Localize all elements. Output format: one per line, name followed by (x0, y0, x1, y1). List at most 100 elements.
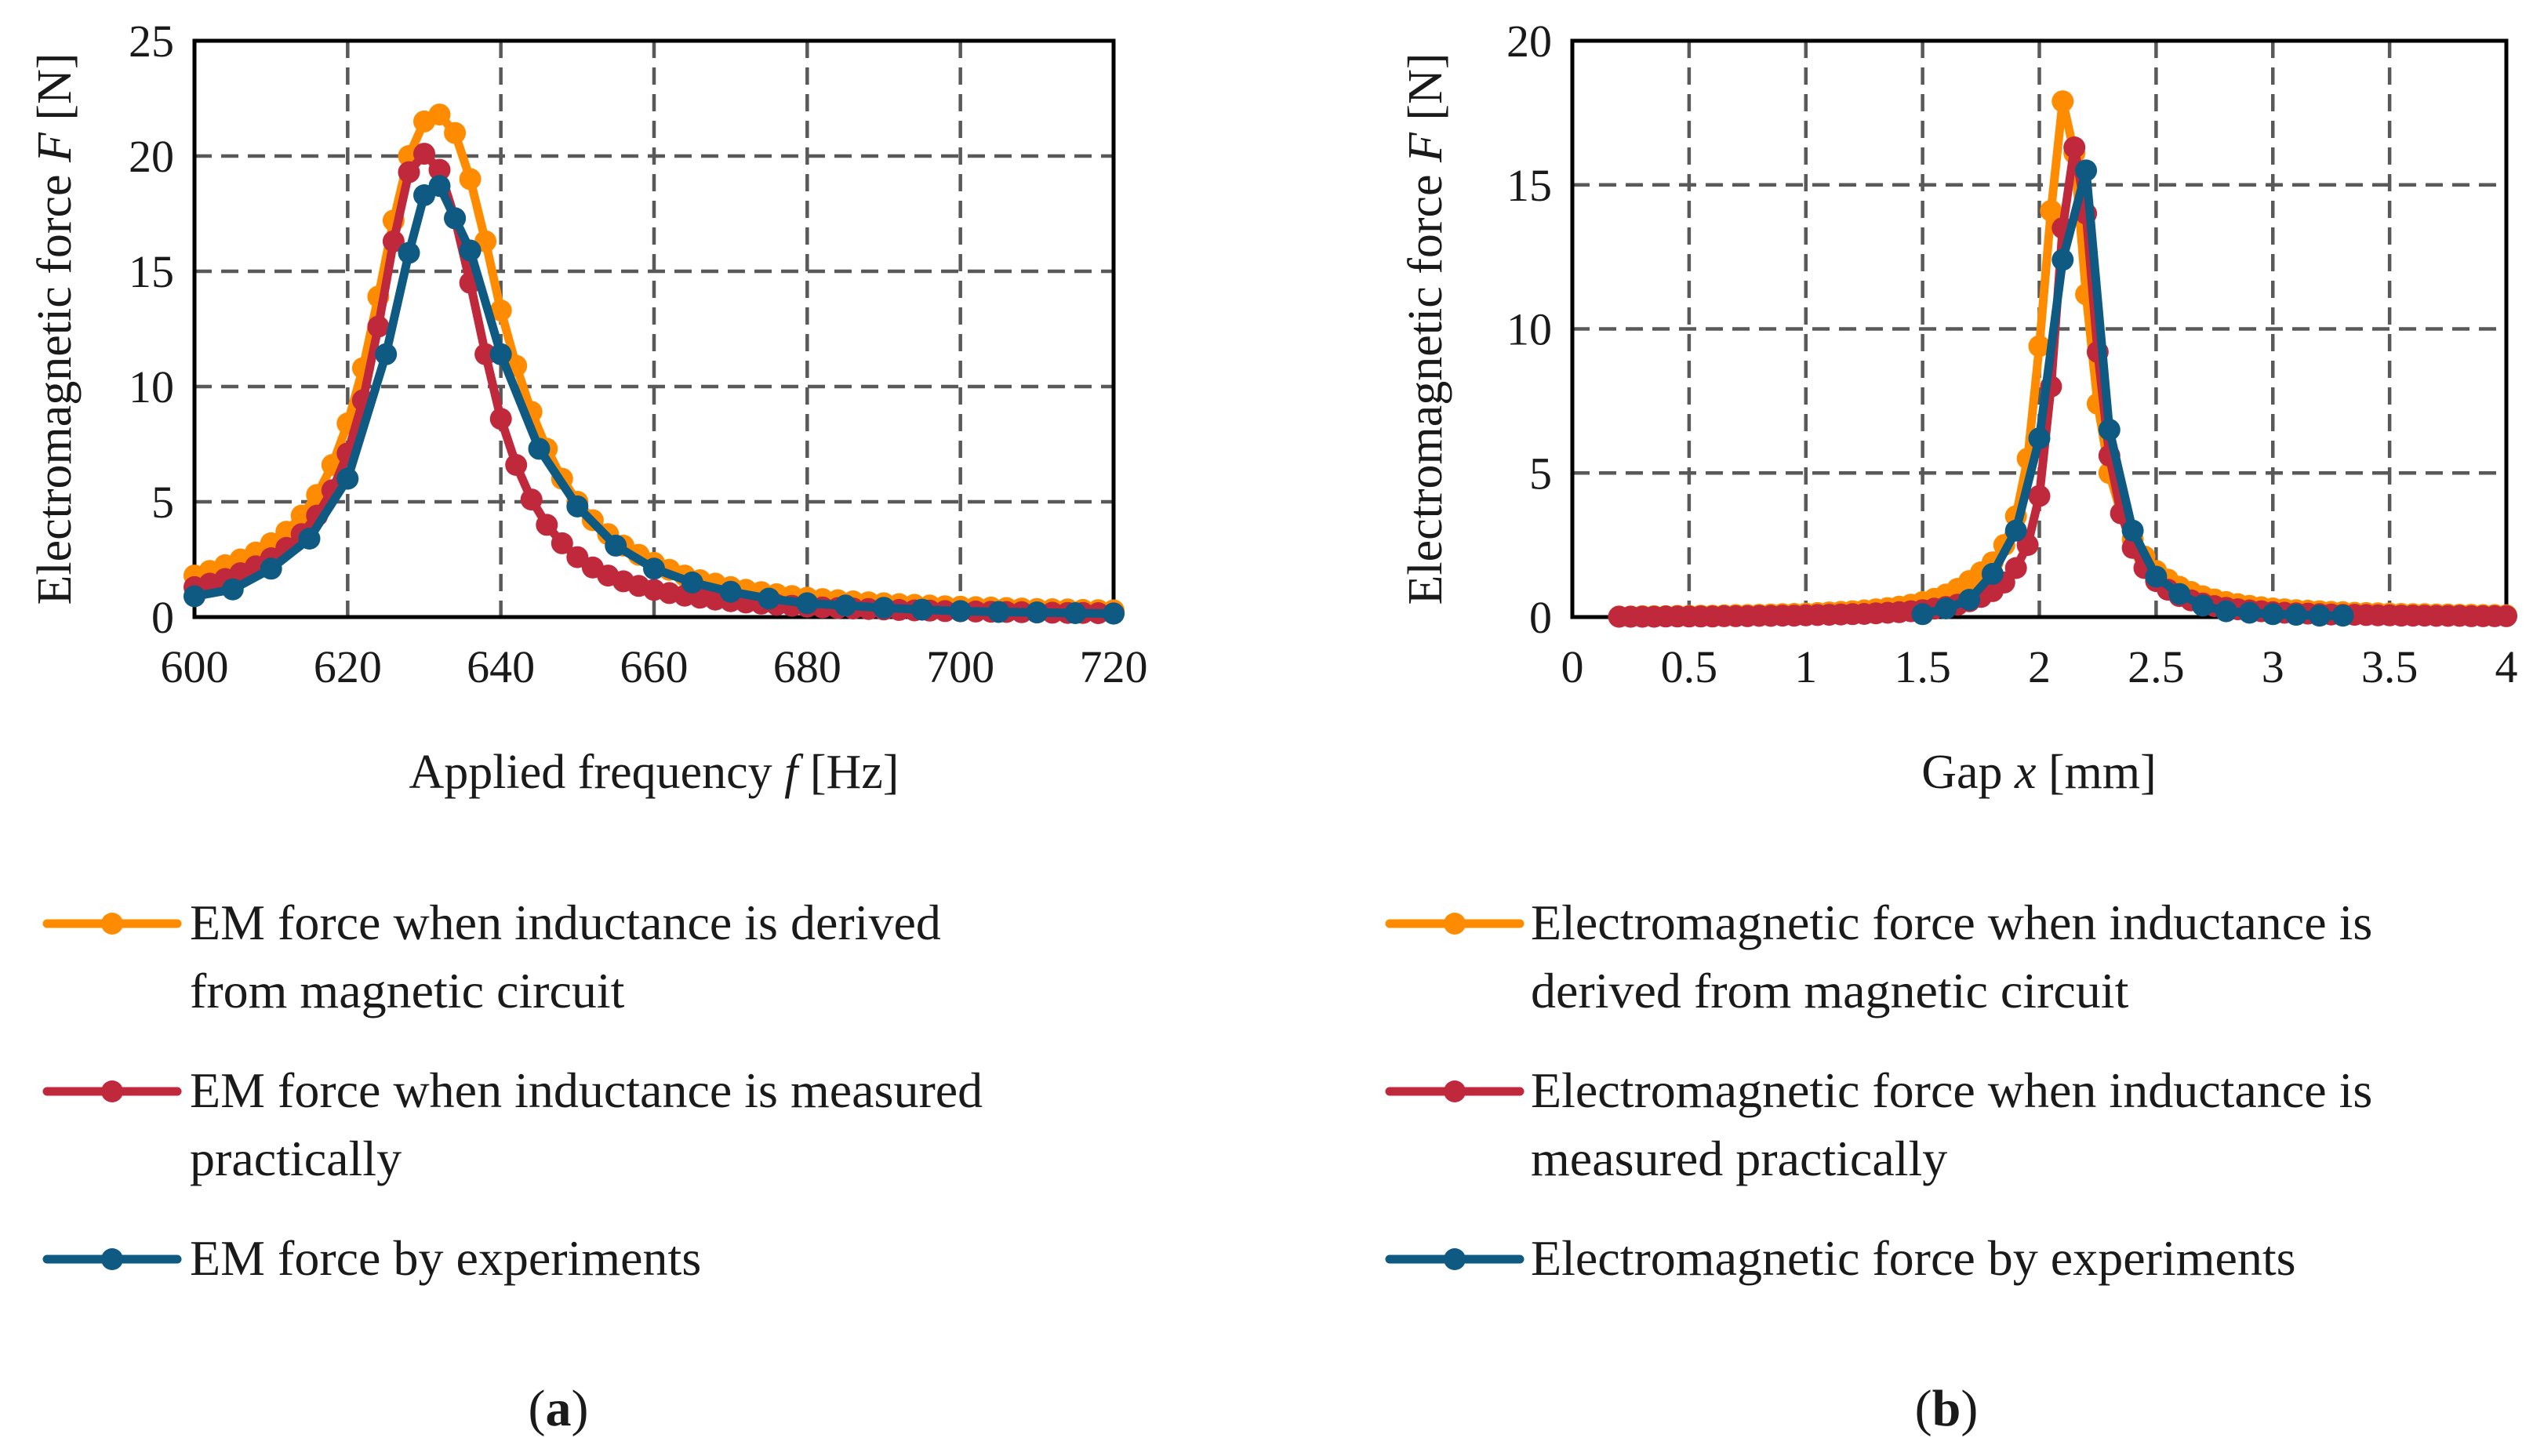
legend-label: Electromagnetic force when inductance is (1531, 895, 2372, 950)
data-point (2004, 557, 2027, 579)
x-axis-title: Applied frequency f [Hz] (409, 746, 899, 799)
y-axis-title-text: Electromagnetic force (1399, 162, 1452, 605)
legend-item: EM force by experiments (42, 1230, 701, 1286)
x-tick-label: 640 (467, 641, 535, 692)
x-tick-label: 660 (620, 641, 689, 692)
data-point (382, 230, 405, 252)
y-tick-label: 10 (1506, 304, 1552, 355)
series-derived (1608, 90, 2517, 628)
data-point (489, 343, 512, 365)
x-tick-label: 700 (926, 641, 994, 692)
legend-item: Electromagnetic force when inductance is… (1385, 895, 2372, 1018)
x-tick-label: 3 (2262, 641, 2284, 692)
legend-swatch-marker (1444, 1080, 1466, 1102)
y-tick-label: 25 (129, 16, 174, 67)
panel-label-paren: ) (572, 1380, 589, 1437)
data-point (719, 580, 742, 603)
data-point (551, 532, 573, 554)
legend-label: EM force by experiments (190, 1230, 701, 1286)
x-tick-label: 0 (1561, 641, 1584, 692)
chart-panel-a: 600 620 640 660 680 700 720 0 5 10 15 20 25 Applied f… (28, 16, 1148, 1437)
data-point (2051, 90, 2074, 113)
series-group-a (184, 103, 1125, 625)
data-point (643, 557, 665, 580)
data-point (1026, 601, 1048, 624)
series-line (190, 149, 1118, 618)
data-point (489, 300, 512, 321)
data-point (221, 578, 244, 601)
legend-swatch-marker (101, 1080, 123, 1102)
panel-label: (a) (529, 1380, 589, 1437)
legend-item: EM force when inductance is measured prac… (42, 1062, 983, 1186)
data-point (873, 597, 895, 619)
x-tick-label: 2.5 (2128, 641, 2185, 692)
data-point (1064, 602, 1087, 624)
data-point (2004, 519, 2027, 542)
x-axis-title-text: Applied frequency (409, 746, 785, 799)
x-tick-label: 4 (2495, 641, 2518, 692)
y-tick-label: 20 (129, 131, 174, 182)
data-point (260, 557, 282, 580)
data-point (2121, 519, 2144, 542)
data-point (2191, 594, 2214, 617)
data-point (2075, 159, 2098, 182)
y-tick-label: 15 (1506, 160, 1552, 211)
data-point (1935, 597, 1957, 619)
legend-label: Electromagnetic force by experiments (1531, 1230, 2296, 1286)
legend-label: EM force when inductance is derived (190, 895, 941, 950)
data-point (987, 601, 1010, 623)
data-point (1981, 562, 2004, 585)
legend-label: derived from magnetic circuit (1531, 963, 2129, 1018)
data-point (489, 408, 512, 430)
data-point (398, 241, 420, 264)
data-point (2215, 600, 2237, 623)
data-point (444, 207, 467, 230)
legend-label: EM force when inductance is measured (190, 1062, 983, 1118)
data-point (2063, 136, 2086, 158)
data-point (2238, 601, 2261, 624)
data-point (528, 438, 551, 460)
y-axis-title-text: Electromagnetic force (28, 162, 82, 605)
data-point (796, 592, 819, 615)
data-point (505, 454, 528, 476)
x-tick-label: 720 (1080, 641, 1148, 692)
data-point (428, 175, 451, 198)
data-point (520, 488, 543, 511)
data-point (758, 587, 780, 610)
data-point (1103, 602, 1125, 625)
data-point (398, 161, 420, 183)
x-tick-label: 2 (2028, 641, 2051, 692)
data-point (298, 528, 321, 550)
data-point (2028, 335, 2051, 358)
data-point (474, 343, 497, 365)
data-point (367, 315, 390, 338)
series-group-b (1608, 90, 2517, 628)
y-axis-title: Electromagnetic force F [N] (28, 53, 82, 605)
legend-b: Electromagnetic force when inductance is… (1385, 895, 2372, 1286)
data-point (2331, 605, 2354, 627)
series-line (190, 181, 1118, 619)
y-tick-label: 5 (1529, 448, 1552, 499)
data-point (566, 546, 589, 568)
legend-item: Electromagnetic force when inductance is… (1385, 1062, 2372, 1186)
x-axis-title-unit: [mm] (2037, 746, 2157, 799)
panel-label-paren: ) (1961, 1380, 1978, 1437)
data-point (1958, 589, 1981, 611)
data-point (413, 143, 435, 165)
data-point (681, 571, 703, 594)
legend-item: Electromagnetic force by experiments (1385, 1230, 2296, 1286)
x-tick-label: 600 (161, 641, 229, 692)
y-axis-title-unit: [N] (1399, 53, 1452, 133)
data-point (566, 495, 589, 517)
data-point (2285, 604, 2307, 626)
gridlines-a (194, 41, 1114, 617)
chart-panel-b: 0 0.5 1 1.5 2 2.5 3 3.5 4 0 5 10 15 20 Gap x [mm] Elect… (1385, 16, 2518, 1437)
data-point (459, 239, 482, 262)
data-point (444, 122, 467, 144)
data-point (459, 168, 482, 191)
data-point (1911, 603, 1934, 626)
legend-swatch-marker (1444, 1248, 1466, 1270)
legend-item: EM force when inductance is derived from … (42, 895, 941, 1018)
data-point (910, 598, 933, 621)
